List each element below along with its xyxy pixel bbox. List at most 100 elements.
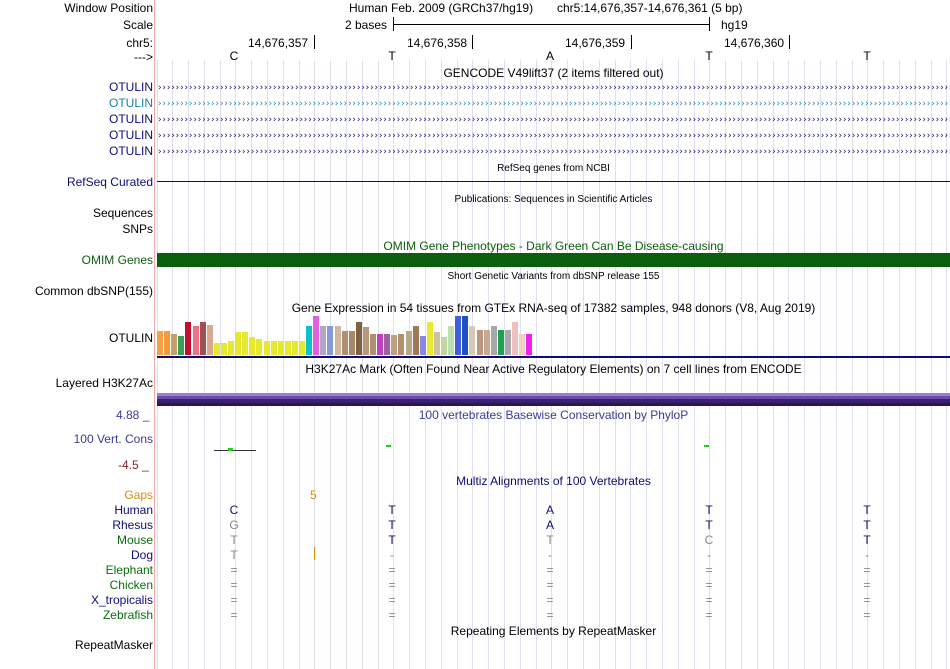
gtex-tissue-bar[interactable] bbox=[342, 331, 348, 355]
gtex-tissue-bar[interactable] bbox=[363, 327, 369, 355]
gtex-expression-bars[interactable] bbox=[157, 316, 557, 355]
refseq-track-title[interactable]: RefSeq genes from NCBI bbox=[497, 163, 610, 174]
gtex-tissue-bar[interactable] bbox=[171, 334, 177, 355]
multiz-species-label[interactable]: Zebrafish bbox=[102, 608, 153, 622]
gtex-tissue-bar[interactable] bbox=[484, 330, 490, 355]
gencode-transcript-intron[interactable]: ››››››››››››››››››››››››››››››››››››››››… bbox=[157, 116, 950, 124]
gtex-tissue-bar[interactable] bbox=[242, 332, 248, 355]
gtex-tissue-bar[interactable] bbox=[299, 341, 305, 355]
gencode-transcript-label[interactable]: OTULIN bbox=[108, 128, 153, 142]
multiz-gaps-label[interactable]: Gaps bbox=[124, 488, 153, 502]
gtex-tissue-bar[interactable] bbox=[285, 341, 291, 355]
gtex-tissue-bar[interactable] bbox=[526, 334, 532, 355]
gencode-transcript-intron[interactable]: ››››››››››››››››››››››››››››››››››››››››… bbox=[157, 100, 950, 108]
gencode-transcript-label[interactable]: OTULIN bbox=[108, 144, 153, 158]
gtex-track-label[interactable]: OTULIN bbox=[108, 331, 153, 345]
cons-signal-base-1[interactable] bbox=[214, 450, 256, 451]
gtex-tissue-bar[interactable] bbox=[271, 341, 277, 355]
gtex-tissue-bar[interactable] bbox=[420, 336, 426, 355]
cons-signal-peak-3[interactable] bbox=[704, 445, 709, 447]
gtex-tissue-bar[interactable] bbox=[264, 341, 270, 355]
gtex-tissue-bar[interactable] bbox=[335, 326, 341, 355]
gtex-tissue-bar[interactable] bbox=[398, 334, 404, 355]
gencode-transcript-intron[interactable]: ››››››››››››››››››››››››››››››››››››››››… bbox=[157, 84, 950, 92]
gtex-tissue-bar[interactable] bbox=[377, 334, 383, 355]
gtex-tissue-bar[interactable] bbox=[406, 331, 412, 355]
multiz-species-label[interactable]: Dog bbox=[130, 548, 153, 562]
gtex-tissue-bar[interactable] bbox=[384, 334, 390, 355]
omim-gene-bar[interactable] bbox=[157, 253, 950, 267]
omim-track-label[interactable]: OMIM Genes bbox=[81, 253, 153, 267]
refseq-gene-line[interactable] bbox=[157, 181, 950, 182]
gencode-track-title[interactable]: GENCODE V49lift37 (2 items filtered out) bbox=[443, 66, 664, 80]
gtex-tissue-bar[interactable] bbox=[462, 316, 468, 355]
position-text[interactable]: chr5:14,676,357-14,676,361 (5 bp) bbox=[557, 1, 743, 15]
gtex-tissue-bar[interactable] bbox=[477, 330, 483, 355]
cons-track-title[interactable]: 100 vertebrates Basewise Conservation by… bbox=[418, 408, 689, 422]
multiz-species-label[interactable]: Elephant bbox=[105, 563, 153, 577]
gtex-tissue-bar[interactable] bbox=[455, 316, 461, 355]
multiz-species-label[interactable]: X_tropicalis bbox=[90, 593, 153, 607]
publications-label-snps[interactable]: SNPs bbox=[122, 222, 153, 236]
gencode-transcript-label[interactable]: OTULIN bbox=[108, 96, 153, 110]
gtex-tissue-bar[interactable] bbox=[235, 332, 241, 355]
gtex-tissue-bar[interactable] bbox=[434, 332, 440, 355]
publications-label-sequences[interactable]: Sequences bbox=[92, 206, 153, 220]
gtex-tissue-bar[interactable] bbox=[193, 326, 199, 355]
gtex-tissue-bar[interactable] bbox=[519, 334, 525, 355]
gtex-tissue-bar[interactable] bbox=[207, 325, 213, 355]
gtex-tissue-bar[interactable] bbox=[498, 330, 504, 355]
gtex-tissue-bar[interactable] bbox=[178, 336, 184, 355]
cons-signal-peak-1[interactable] bbox=[228, 448, 233, 451]
gtex-tissue-bar[interactable] bbox=[185, 322, 191, 355]
gtex-tissue-bar[interactable] bbox=[512, 322, 518, 355]
gencode-transcript-intron[interactable]: ››››››››››››››››››››››››››››››››››››››››… bbox=[157, 148, 950, 156]
publications-track-title[interactable]: Publications: Sequences in Scientific Ar… bbox=[454, 194, 653, 205]
gtex-tissue-bar[interactable] bbox=[469, 326, 475, 355]
gtex-tissue-bar[interactable] bbox=[370, 334, 376, 355]
cons-track-label[interactable]: 100 Vert. Cons bbox=[73, 432, 153, 446]
omim-track-title[interactable]: OMIM Gene Phenotypes - Dark Green Can Be… bbox=[383, 239, 724, 253]
gtex-track-title[interactable]: Gene Expression in 54 tissues from GTEx … bbox=[291, 301, 816, 315]
gtex-tissue-bar[interactable] bbox=[391, 335, 397, 355]
cons-signal-peak-2[interactable] bbox=[386, 445, 391, 447]
gtex-tissue-bar[interactable] bbox=[221, 343, 227, 355]
gtex-tissue-bar[interactable] bbox=[157, 331, 163, 355]
gtex-tissue-bar[interactable] bbox=[448, 326, 454, 355]
gencode-transcript-intron[interactable]: ››››››››››››››››››››››››››››››››››››››››… bbox=[157, 132, 950, 140]
gtex-tissue-bar[interactable] bbox=[491, 326, 497, 355]
gtex-tissue-bar[interactable] bbox=[320, 326, 326, 355]
multiz-species-label[interactable]: Mouse bbox=[116, 533, 153, 547]
h3k27ac-track-label[interactable]: Layered H3K27Ac bbox=[55, 376, 153, 390]
multiz-track-title[interactable]: Multiz Alignments of 100 Vertebrates bbox=[456, 474, 651, 488]
gtex-tissue-bar[interactable] bbox=[413, 326, 419, 355]
gtex-tissue-bar[interactable] bbox=[200, 322, 206, 355]
gtex-tissue-bar[interactable] bbox=[256, 339, 262, 355]
gencode-transcript-label[interactable]: OTULIN bbox=[108, 112, 153, 126]
gtex-tissue-bar[interactable] bbox=[505, 330, 511, 355]
multiz-species-label[interactable]: Chicken bbox=[109, 578, 153, 592]
dbsnp-track-label[interactable]: Common dbSNP(155) bbox=[34, 284, 153, 298]
gtex-tissue-bar[interactable] bbox=[427, 322, 433, 355]
gtex-tissue-bar[interactable] bbox=[349, 331, 355, 355]
repeatmasker-track-title[interactable]: Repeating Elements by RepeatMasker bbox=[450, 624, 657, 638]
gtex-tissue-bar[interactable] bbox=[292, 341, 298, 355]
gtex-tissue-bar[interactable] bbox=[214, 343, 220, 355]
gtex-tissue-bar[interactable] bbox=[441, 337, 447, 355]
gtex-tissue-bar[interactable] bbox=[228, 341, 234, 355]
gencode-transcript-label[interactable]: OTULIN bbox=[108, 80, 153, 94]
refseq-track-label[interactable]: RefSeq Curated bbox=[66, 175, 153, 189]
gtex-tissue-bar[interactable] bbox=[164, 331, 170, 355]
multiz-species-label[interactable]: Human bbox=[114, 503, 153, 517]
dbsnp-track-title[interactable]: Short Genetic Variants from dbSNP releas… bbox=[447, 271, 660, 282]
repeatmasker-track-label[interactable]: RepeatMasker bbox=[74, 638, 153, 652]
gtex-tissue-bar[interactable] bbox=[313, 316, 319, 355]
gtex-tissue-bar[interactable] bbox=[278, 341, 284, 355]
gtex-tissue-bar[interactable] bbox=[327, 326, 333, 355]
h3k27ac-signal[interactable] bbox=[157, 393, 950, 406]
gtex-tissue-bar[interactable] bbox=[356, 322, 362, 355]
gtex-tissue-bar[interactable] bbox=[306, 326, 312, 355]
h3k27ac-track-title[interactable]: H3K27Ac Mark (Often Found Near Active Re… bbox=[305, 362, 802, 376]
gtex-tissue-bar[interactable] bbox=[249, 337, 255, 355]
multiz-species-label[interactable]: Rhesus bbox=[112, 518, 153, 532]
